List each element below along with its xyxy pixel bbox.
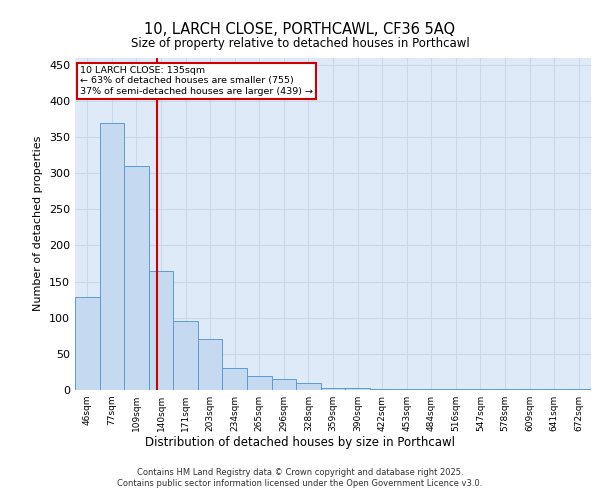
Bar: [247, 376, 272, 390]
Text: 10 LARCH CLOSE: 135sqm
← 63% of detached houses are smaller (755)
37% of semi-de: 10 LARCH CLOSE: 135sqm ← 63% of detached…: [80, 66, 313, 96]
Bar: [394, 388, 419, 390]
Bar: [100, 122, 124, 390]
Text: Size of property relative to detached houses in Porthcawl: Size of property relative to detached ho…: [131, 38, 469, 51]
Bar: [321, 388, 345, 390]
Text: Distribution of detached houses by size in Porthcawl: Distribution of detached houses by size …: [145, 436, 455, 449]
Text: 10, LARCH CLOSE, PORTHCAWL, CF36 5AQ: 10, LARCH CLOSE, PORTHCAWL, CF36 5AQ: [145, 22, 455, 38]
Bar: [443, 388, 468, 390]
Bar: [345, 388, 370, 390]
Bar: [198, 340, 223, 390]
Bar: [149, 270, 173, 390]
Bar: [272, 379, 296, 390]
Bar: [419, 388, 443, 390]
Y-axis label: Number of detached properties: Number of detached properties: [34, 136, 43, 312]
Bar: [75, 298, 100, 390]
Bar: [296, 383, 321, 390]
Bar: [370, 388, 394, 390]
Bar: [223, 368, 247, 390]
Bar: [124, 166, 149, 390]
Text: Contains HM Land Registry data © Crown copyright and database right 2025.
Contai: Contains HM Land Registry data © Crown c…: [118, 468, 482, 487]
Bar: [173, 322, 198, 390]
Bar: [566, 388, 591, 390]
